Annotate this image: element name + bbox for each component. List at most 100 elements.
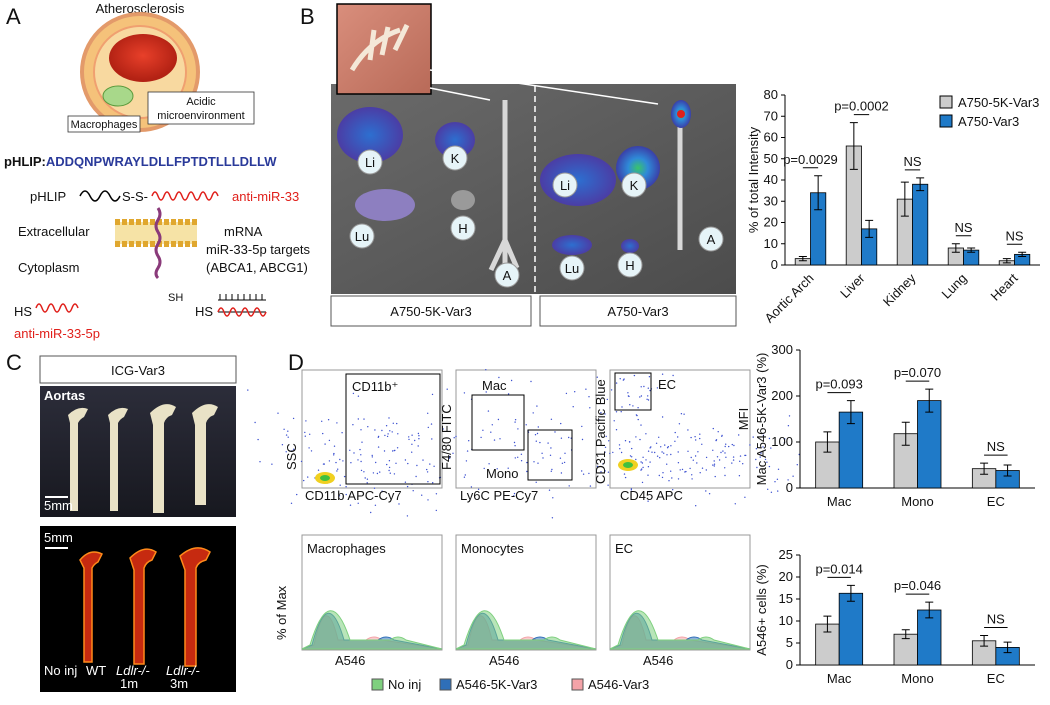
event-dot [411,451,413,453]
event-dot [418,438,420,440]
x-tick-label: Mono [901,671,934,686]
event-dot [395,462,397,464]
event-dot [620,451,623,454]
event-dot [384,434,386,437]
event-dot [685,470,687,473]
event-dot [724,445,726,448]
y-axis-label: Mac A546-5K-Var3 (%) [754,353,769,486]
event-dot [328,439,331,442]
event-dot [357,459,359,461]
event-dot [640,461,642,463]
image-caption: A750-5K-Var3 [390,304,471,319]
event-dot [404,481,407,483]
gate [614,372,652,411]
organ-label: Li [560,178,570,193]
event-dot [662,472,664,474]
event-dot [357,418,359,420]
anti-mir-5p-label: anti-miR-33-5p [14,326,100,341]
event-dot [568,485,570,487]
event-dot [615,429,618,431]
legend: No inj A546-5K-Var3 A546-Var3 [371,677,649,692]
error-bar [916,177,925,192]
event-dot [612,451,614,454]
event-dot [632,405,634,407]
arrow [429,69,659,105]
event-dot [697,451,699,453]
event-dot [759,456,761,458]
event-dot [499,438,501,440]
event-dot [363,471,365,473]
event-dot [609,452,611,455]
panel-label: B [300,4,315,29]
event-dot [360,429,362,431]
event-dot [618,444,621,446]
flow-plot [301,369,443,489]
event-dot [514,419,517,421]
event-dot [551,468,553,471]
significance-label: p=0.0002 [834,99,889,114]
legend-label: A750-Var3 [958,114,1019,129]
event-dot [477,488,480,490]
event-dot [532,412,534,414]
histogram-curve [301,610,443,650]
event-dot [287,430,289,432]
event-dot [287,436,289,438]
lane-label: WT [86,663,106,678]
event-dot [535,481,537,483]
event-dot [658,474,660,477]
event-dot [414,439,416,442]
event-dot [752,436,754,438]
hs-label: HS [14,304,32,319]
event-dot [539,441,541,444]
event-dot [722,450,724,452]
event-dot [624,440,627,442]
acidic-label: Acidic [186,96,216,108]
event-dot [271,463,273,465]
histogram-curve [609,610,751,650]
event-dot [339,484,341,486]
y-tick-label: 20 [764,215,778,230]
error-bar [980,462,989,475]
legend-swatch [939,114,953,128]
y-axis-label: A546+ cells (%) [754,564,769,655]
gate-label: Mono [486,466,519,481]
event-dot [370,511,372,514]
event-dot [755,458,757,461]
event-dot [661,476,664,479]
event-dot [547,442,549,444]
targets-label: miR-33-5p targets [206,242,311,257]
event-dot [388,460,391,462]
event-dot [659,457,661,459]
event-dot [517,456,519,458]
event-dot [774,481,776,483]
event-dot [718,459,721,461]
flow-plot [455,369,597,489]
event-dot [339,458,341,461]
panel-label: D [288,350,304,375]
flow-y-label: CD31 Pacific Blue [593,379,608,484]
event-dot [417,445,419,447]
event-dot [605,435,607,438]
organ-badge [349,223,375,249]
y-tick-label: 50 [764,151,778,166]
organ-badge [621,172,647,198]
organ [337,107,403,163]
event-dot [304,435,306,437]
event-dot [713,463,716,465]
event-dot [788,415,791,417]
event-dot [391,431,393,433]
event-dot [674,431,676,434]
event-dot [561,462,564,464]
x-tick-label: EC [987,494,1005,509]
event-dot [680,413,683,415]
event-dot [470,486,473,488]
event-dot [333,445,336,447]
event-dot [604,470,606,472]
significance-label: p=0.093 [815,377,862,392]
event-dot [377,446,380,448]
event-dot [430,423,433,425]
event-dot [787,479,789,481]
y-tick-label: 15 [779,591,793,606]
organ [355,189,415,221]
significance-label: NS [954,220,972,235]
